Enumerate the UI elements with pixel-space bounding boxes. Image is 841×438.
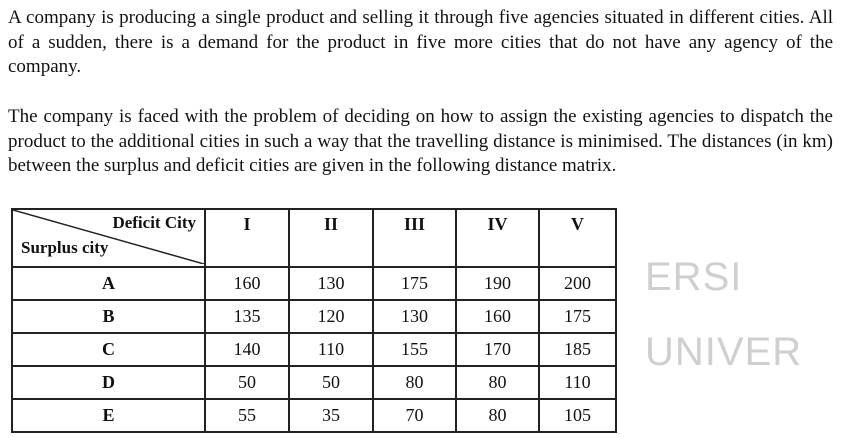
distance-cell: 130: [288, 266, 374, 301]
distance-cell: 110: [538, 365, 617, 400]
distance-cell: 130: [372, 299, 457, 334]
distance-cell: 70: [372, 398, 457, 433]
table-row: E 55 35 70 80 105: [11, 398, 617, 433]
watermark-left: ERSI: [645, 255, 743, 299]
column-header: III: [372, 208, 457, 268]
distance-matrix: Deficit City Surplus city I II III IV V …: [11, 208, 617, 433]
distance-cell: 35: [288, 398, 374, 433]
diagonal-line: [13, 210, 204, 264]
distance-cell: 120: [288, 299, 374, 334]
distance-cell: 80: [455, 365, 540, 400]
column-header: I: [204, 208, 290, 268]
distance-cell: 160: [204, 266, 290, 301]
intro-paragraph: A company is producing a single product …: [8, 7, 833, 77]
deficit-city-label: Deficit City: [112, 213, 196, 232]
distance-cell: 160: [455, 299, 540, 334]
header-row: Deficit City Surplus city I II III IV V: [11, 208, 617, 268]
distance-cell: 170: [455, 332, 540, 367]
row-label: A: [11, 266, 206, 301]
distance-cell: 135: [204, 299, 290, 334]
distance-cell: 190: [455, 266, 540, 301]
corner-cell: Deficit City Surplus city: [11, 208, 206, 268]
row-label: B: [11, 299, 206, 334]
distance-cell: 50: [288, 365, 374, 400]
table-row: B 135 120 130 160 175: [11, 299, 617, 334]
distance-cell: 185: [538, 332, 617, 367]
distance-cell: 50: [204, 365, 290, 400]
table-row: C 140 110 155 170 185: [11, 332, 617, 367]
watermark-right: UNIVER: [645, 330, 803, 374]
row-label: C: [11, 332, 206, 367]
distance-cell: 55: [204, 398, 290, 433]
distance-cell: 80: [372, 365, 457, 400]
problem-paragraph: The company is faced with the problem of…: [8, 106, 833, 176]
distance-cell: 110: [288, 332, 374, 367]
surplus-city-label: Surplus city: [21, 238, 109, 257]
column-header: II: [288, 208, 374, 268]
row-label: E: [11, 398, 206, 433]
distance-cell: 200: [538, 266, 617, 301]
distance-cell: 155: [372, 332, 457, 367]
distance-cell: 80: [455, 398, 540, 433]
table-row: A 160 130 175 190 200: [11, 266, 617, 301]
column-header: V: [538, 208, 617, 268]
row-label: D: [11, 365, 206, 400]
distance-cell: 140: [204, 332, 290, 367]
distance-cell: 175: [372, 266, 457, 301]
table-row: D 50 50 80 80 110: [11, 365, 617, 400]
column-header: IV: [455, 208, 540, 268]
distance-cell: 175: [538, 299, 617, 334]
distance-cell: 105: [538, 398, 617, 433]
